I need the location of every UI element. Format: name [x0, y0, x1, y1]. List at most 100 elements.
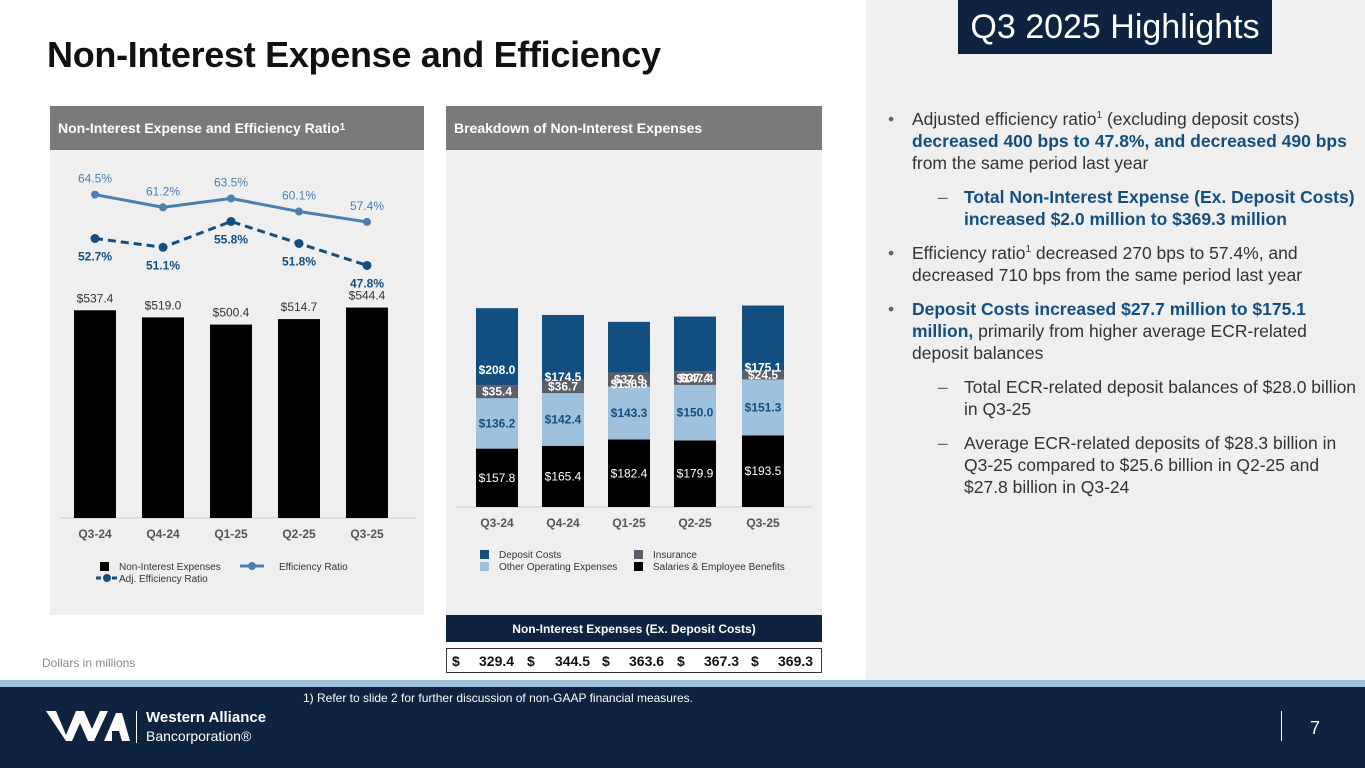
adj-efficiency-ratio-label: 55.8% — [214, 232, 248, 246]
stack-segment-label: $157.8 — [479, 471, 516, 485]
nie-bar-label: $544.4 — [349, 289, 386, 303]
legend-label: Insurance — [653, 550, 697, 561]
stack-segment — [742, 305, 784, 371]
x-tick-label: Q2-25 — [678, 516, 712, 530]
stack-segment — [608, 372, 650, 387]
stack-segment-label: $147.4 — [677, 372, 714, 386]
mid-chart-header-label: Breakdown of Non-Interest Expenses — [454, 120, 703, 136]
stack-segment-label: $142.4 — [545, 412, 582, 426]
nie-bar — [210, 324, 252, 518]
x-tick-label: Q3-24 — [78, 527, 112, 541]
legend-marker-efficiency — [248, 562, 256, 570]
stack-segment-label: $136.8 — [611, 377, 648, 391]
x-tick-label: Q1-25 — [214, 527, 248, 541]
x-tick-label: Q3-25 — [350, 527, 384, 541]
bullet-text: from the same period last year — [912, 153, 1149, 173]
stack-segment-label: $179.9 — [677, 467, 714, 481]
stack-segment-label: $136.2 — [479, 416, 516, 430]
bullet-adj-efficiency: • Adjusted efficiency ratio1 (excluding … — [888, 108, 1358, 174]
efficiency-ratio-point — [363, 217, 371, 226]
nie-bar-label: $500.4 — [213, 306, 250, 320]
stack-segment — [608, 439, 650, 507]
bullet-text: Total ECR-related deposit balances of $2… — [964, 377, 1357, 419]
stack-segment-label: $151.3 — [745, 400, 782, 414]
left-chart-header-label: Non-Interest Expense and Efficiency Rati… — [58, 120, 340, 136]
nie-bar-label: $537.4 — [77, 291, 114, 305]
page-number-divider — [1281, 711, 1282, 741]
bullet-text: Adjusted efficiency ratio — [912, 109, 1097, 129]
bullet-emphasis: Total Non-Interest Expense (Ex. Deposit … — [964, 187, 1355, 229]
stack-segment-label: $193.5 — [745, 464, 782, 478]
legend-label: Efficiency Ratio — [279, 562, 348, 573]
bullet-dash: – — [938, 433, 948, 453]
bullet-sup: 1 — [1025, 244, 1032, 256]
stack-segment — [542, 445, 584, 507]
bullet-dot: • — [888, 299, 895, 319]
stack-segment — [674, 440, 716, 507]
efficiency-ratio-label: 57.4% — [350, 199, 384, 213]
x-tick-label: Q3-25 — [746, 516, 780, 530]
stack-segment — [674, 384, 716, 441]
stack-segment — [542, 314, 584, 380]
sub-bullet-avg-ecr: – Average ECR-related deposits of $28.3 … — [888, 432, 1358, 498]
x-tick-label: Q2-25 — [282, 527, 316, 541]
x-tick-label: Q3-24 — [480, 516, 514, 530]
adj-efficiency-ratio-point — [294, 238, 304, 248]
stack-segment-label: $24.5 — [748, 368, 778, 382]
mid-chart-header: Breakdown of Non-Interest Expenses — [446, 106, 822, 150]
legend-label: Adj. Efficiency Ratio — [119, 574, 208, 585]
ni-value-q3-24: 329.4 — [479, 653, 515, 669]
efficiency-chart: $537.4 Q3-24 $519.0 Q4-24 $500.4 Q1-25 $514.7 Q… — [60, 172, 416, 585]
ni-currency: $ — [751, 653, 759, 669]
stack-segment-label: $175.1 — [745, 361, 782, 375]
legend-swatch — [634, 562, 643, 571]
efficiency-ratio-point — [227, 194, 235, 203]
legend-swatch — [480, 562, 489, 571]
ni-currency: $ — [527, 653, 535, 669]
stack-segment — [742, 370, 784, 380]
western-alliance-logo-icon — [46, 711, 130, 741]
footer-bar — [0, 687, 1365, 768]
legend-label: Other Operating Expenses — [499, 562, 617, 573]
stack-segment-label: $143.3 — [611, 406, 648, 420]
ni-value-q3-25: 369.3 — [778, 653, 814, 669]
adj-efficiency-ratio-label: 51.1% — [146, 258, 180, 272]
stack-segment — [608, 321, 650, 373]
footer-accent-strip — [0, 680, 1365, 687]
bullet-sup: 1 — [1096, 110, 1103, 122]
efficiency-ratio-label: 60.1% — [282, 189, 316, 203]
adj-efficiency-ratio-label: 52.7% — [78, 250, 112, 264]
page-title: Non-Interest Expense and Efficiency — [47, 34, 661, 75]
stack-segment-label: $174.5 — [545, 370, 582, 384]
stack-segment — [476, 308, 518, 386]
efficiency-ratio-point — [295, 207, 303, 216]
bullet-dot: • — [888, 243, 895, 263]
efficiency-ratio-label: 61.2% — [146, 184, 180, 198]
bullet-dot: • — [888, 109, 895, 129]
legend-swatch — [634, 550, 643, 559]
bullet-deposit-costs: • Deposit Costs increased $27.7 million … — [888, 298, 1358, 364]
legend-marker-adj — [103, 574, 111, 582]
adj-efficiency-ratio-point — [362, 260, 372, 270]
bullet-text: decreased 270 bps to 57.4%, and decrease… — [912, 243, 1303, 285]
ni-currency: $ — [677, 653, 685, 669]
ni-currency: $ — [452, 653, 460, 669]
nie-bar-label: $514.7 — [281, 300, 318, 314]
left-chart-header: Non-Interest Expense and Efficiency Rati… — [50, 106, 424, 150]
stack-segment — [742, 379, 784, 436]
ni-value-q2-25: 367.3 — [704, 653, 740, 669]
bullet-text: primarily from higher average ECR-relate… — [912, 321, 1307, 363]
footnote: 1) Refer to slide 2 for further discussi… — [303, 691, 693, 705]
adj-efficiency-ratio-label: 47.8% — [350, 276, 384, 290]
logo-name: Western Alliance — [146, 709, 267, 726]
stack-segment — [476, 385, 518, 399]
ni-value-q1-25: 363.6 — [629, 653, 665, 669]
bullet-text: (excluding deposit costs) — [1102, 109, 1300, 129]
stack-segment-label: $150.0 — [677, 406, 714, 420]
efficiency-ratio-label: 64.5% — [78, 172, 112, 186]
stack-segment — [674, 371, 716, 385]
ni-table-header: Non-Interest Expenses (Ex. Deposit Costs… — [446, 615, 822, 642]
x-tick-label: Q1-25 — [612, 516, 646, 530]
nie-bar — [142, 317, 184, 518]
stack-segment-label: $36.7 — [548, 379, 578, 393]
